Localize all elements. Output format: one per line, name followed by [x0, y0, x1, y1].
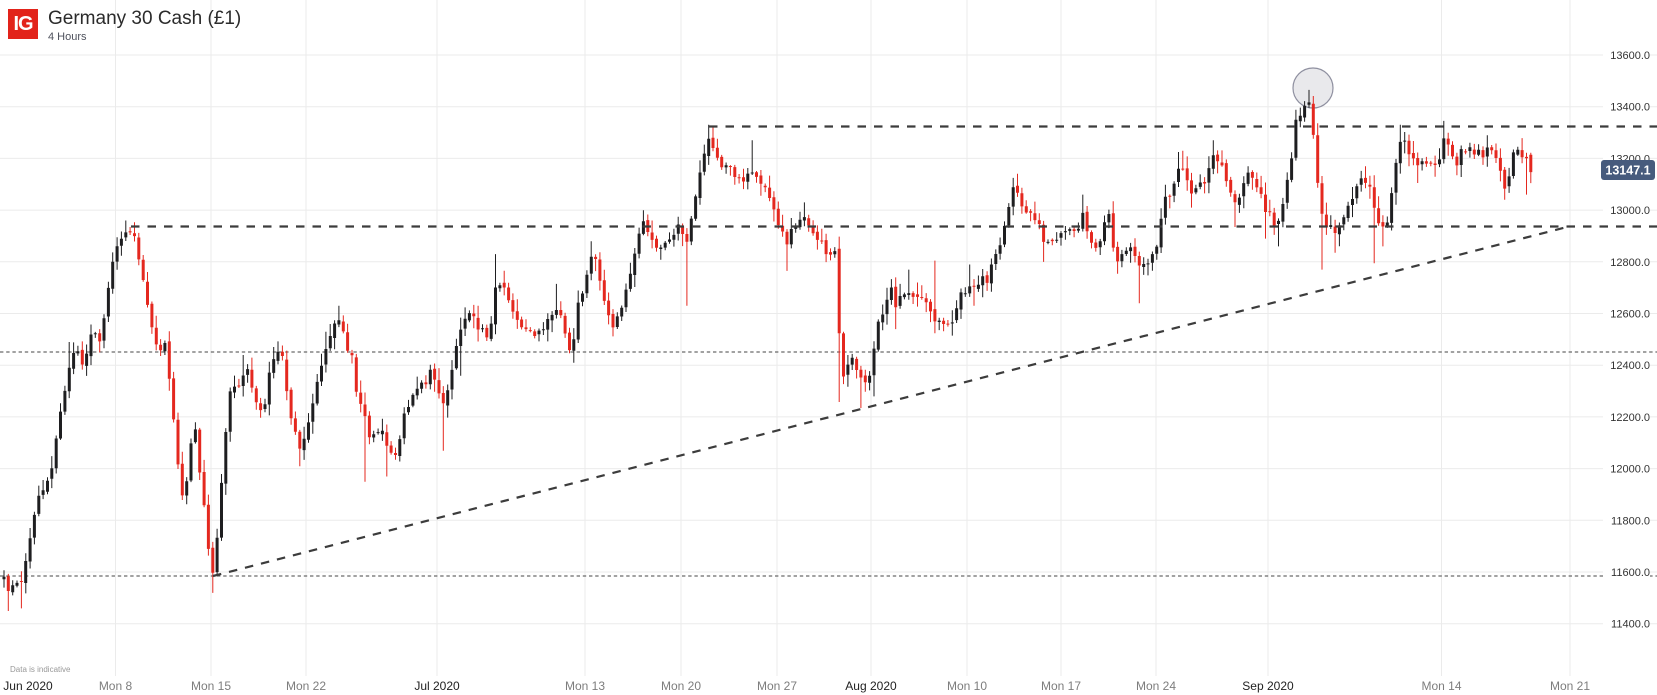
svg-text:11800.0: 11800.0: [1611, 515, 1650, 527]
svg-text:12000.0: 12000.0: [1610, 464, 1650, 476]
svg-text:13600.0: 13600.0: [1610, 50, 1650, 62]
svg-text:Mon 10: Mon 10: [947, 679, 987, 693]
svg-text:Mon 17: Mon 17: [1041, 679, 1081, 693]
svg-text:12200.0: 12200.0: [1610, 412, 1650, 424]
svg-text:Mon 13: Mon 13: [565, 679, 605, 693]
svg-text:Jun 2020: Jun 2020: [3, 679, 53, 693]
svg-text:Mon 27: Mon 27: [757, 679, 797, 693]
svg-text:11600.0: 11600.0: [1611, 567, 1650, 579]
svg-text:Aug 2020: Aug 2020: [845, 679, 897, 693]
svg-text:13000.0: 13000.0: [1610, 205, 1650, 217]
svg-text:12600.0: 12600.0: [1610, 309, 1650, 321]
svg-text:Sep 2020: Sep 2020: [1242, 679, 1294, 693]
svg-text:Mon 14: Mon 14: [1421, 679, 1461, 693]
svg-text:12800.0: 12800.0: [1610, 257, 1650, 269]
svg-text:Data is indicative: Data is indicative: [10, 665, 71, 674]
svg-text:Mon 24: Mon 24: [1136, 679, 1176, 693]
svg-text:13147.1: 13147.1: [1605, 164, 1650, 178]
svg-text:Mon 21: Mon 21: [1550, 679, 1590, 693]
svg-text:Mon 22: Mon 22: [286, 679, 326, 693]
svg-text:Jul 2020: Jul 2020: [414, 679, 460, 693]
svg-text:11400.0: 11400.0: [1611, 619, 1650, 631]
svg-text:12400.0: 12400.0: [1610, 360, 1650, 372]
svg-text:Mon 15: Mon 15: [191, 679, 231, 693]
svg-text:13400.0: 13400.0: [1610, 102, 1650, 114]
svg-text:Mon 20: Mon 20: [661, 679, 701, 693]
svg-text:Mon 8: Mon 8: [99, 679, 133, 693]
